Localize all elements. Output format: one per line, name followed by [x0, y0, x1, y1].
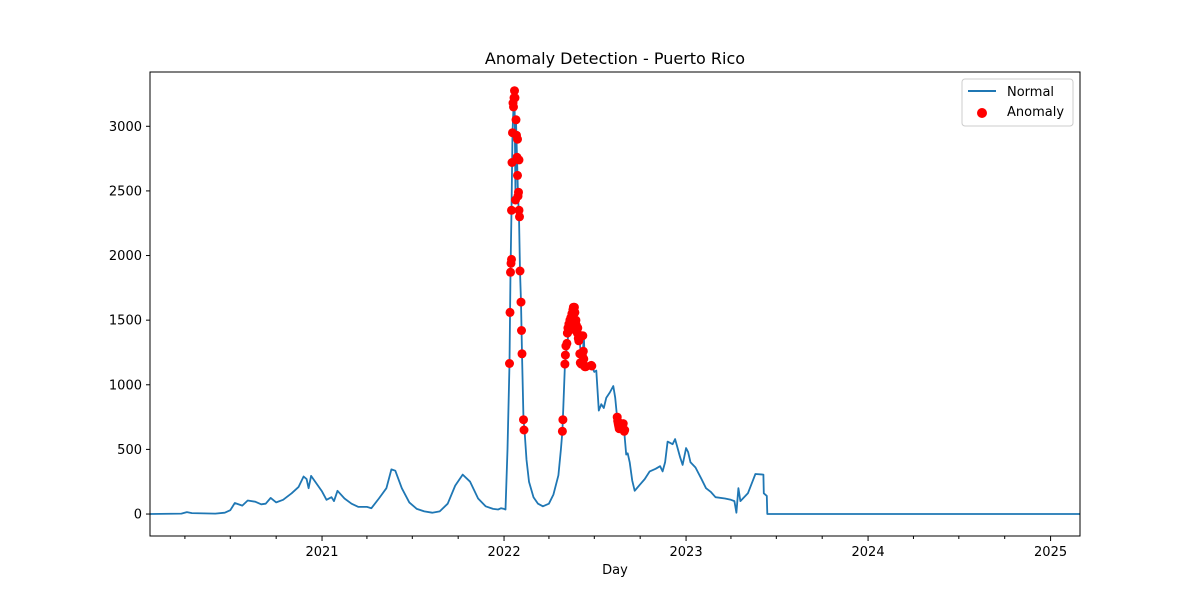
y-tick-label: 1000: [109, 378, 142, 393]
anomaly-point: [516, 297, 526, 307]
anomaly-point: [510, 93, 520, 103]
anomaly-point: [560, 359, 570, 369]
anomaly-point: [517, 349, 527, 359]
anomaly-point: [514, 187, 523, 197]
anomaly-point: [557, 426, 567, 436]
anomaly-point: [578, 346, 588, 356]
anomaly-point: [587, 361, 597, 371]
anomaly-point: [620, 425, 630, 435]
y-tick-label: 0: [134, 508, 142, 523]
anomaly-point: [519, 415, 528, 425]
anomaly-point: [509, 102, 518, 112]
legend-anomaly-label: Anomaly: [1007, 105, 1064, 120]
plot-frame: [149, 71, 1081, 537]
anomaly-point: [514, 155, 524, 165]
anomaly-point: [573, 323, 583, 333]
anomaly-point: [560, 350, 570, 360]
anomaly-point: [519, 425, 529, 435]
y-tick-label: 3000: [109, 120, 142, 135]
x-tick-label: 2025: [1034, 545, 1067, 560]
x-tick-label: 2023: [670, 545, 703, 560]
y-tick-label: 1500: [109, 314, 142, 329]
anomaly-point: [510, 86, 519, 96]
anomaly-point: [517, 326, 526, 335]
y-tick-label: 500: [117, 443, 142, 458]
x-tick-label: 2021: [305, 545, 338, 560]
anomaly-point: [514, 205, 524, 215]
x-tick-label: 2024: [852, 545, 885, 560]
anomaly-point: [562, 338, 572, 348]
anomaly-point: [558, 415, 568, 425]
plot-area: [149, 86, 1080, 515]
x-axis-label: Day: [602, 563, 628, 578]
axis-ticks: 0 500 1000 1500 2000 2500 3000 2021 2022 2023 2024…: [109, 120, 1067, 560]
anomaly-point: [515, 266, 525, 276]
y-tick-label: 2000: [109, 249, 142, 264]
anomaly-point: [506, 267, 515, 277]
legend-normal-label: Normal: [1007, 85, 1054, 100]
anomaly-point: [579, 354, 589, 364]
legend: Normal Anomaly: [961, 78, 1074, 127]
anomaly-point: [513, 134, 522, 144]
anomaly-point: [505, 359, 514, 368]
anomaly-point: [511, 115, 521, 125]
chart-title: Anomaly Detection - Puerto Rico: [485, 49, 745, 68]
anomaly-point: [515, 212, 524, 222]
series-line-normal: [149, 89, 1080, 515]
anomaly-point: [507, 205, 516, 215]
anomaly-point: [570, 307, 580, 317]
anomaly-point: [578, 331, 588, 341]
anomaly-point: [505, 307, 515, 317]
y-tick-label: 2500: [109, 184, 142, 199]
legend-anomaly-swatch: [977, 108, 987, 118]
x-tick-label: 2022: [488, 545, 521, 560]
anomaly-point: [513, 170, 522, 180]
anomaly-point: [507, 254, 516, 264]
